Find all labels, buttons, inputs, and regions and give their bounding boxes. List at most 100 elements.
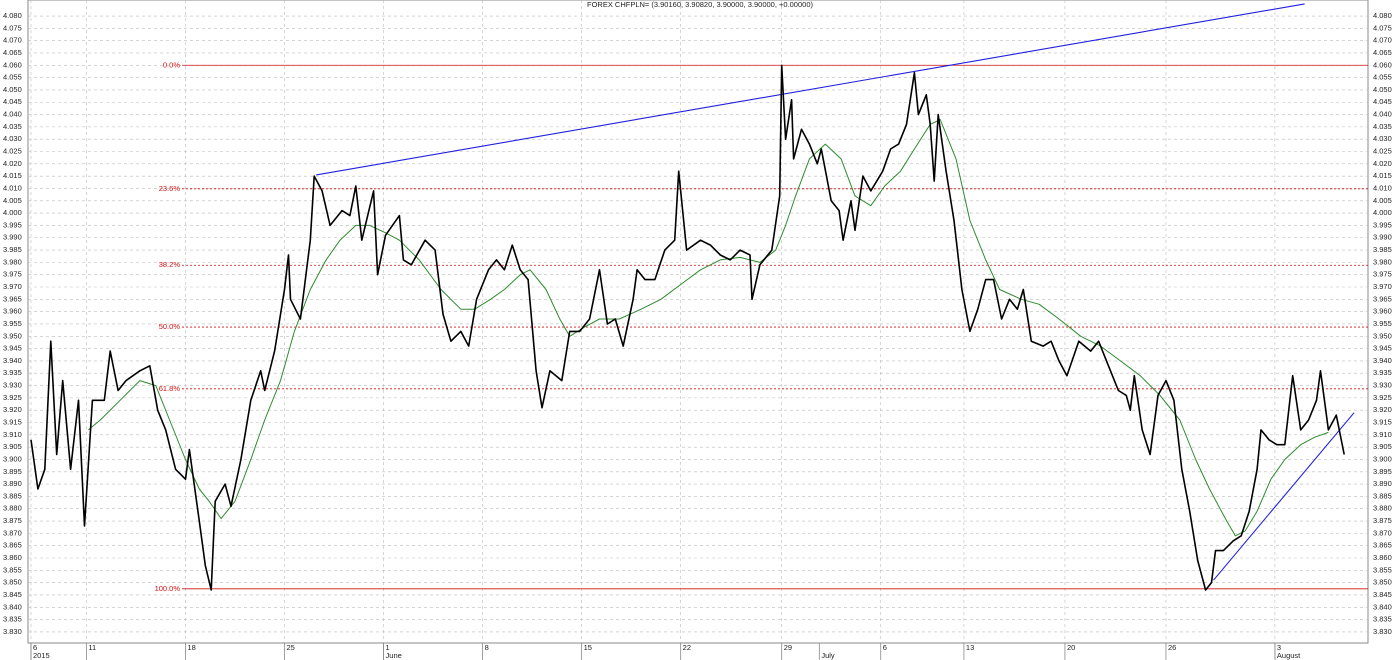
- y-tick-label-right: 3.840: [1373, 602, 1392, 611]
- y-tick-label-right: 3.905: [1373, 442, 1392, 451]
- fib-label: 61.8%: [159, 384, 181, 393]
- price-line: [30, 64, 1345, 591]
- y-tick-label-right: 4.035: [1373, 122, 1392, 131]
- y-tick-label: 4.060: [3, 60, 22, 69]
- y-tick-label-right: 3.850: [1373, 578, 1392, 587]
- y-tick-label-right: 4.080: [1373, 11, 1392, 20]
- x-period-label: June: [386, 651, 402, 660]
- y-tick-label-right: 3.930: [1373, 381, 1392, 390]
- y-tick-label: 3.840: [3, 602, 22, 611]
- y-tick-label: 3.870: [3, 528, 22, 537]
- x-tick-label: 8: [485, 643, 489, 652]
- y-tick-label-right: 3.915: [1373, 417, 1392, 426]
- x-period-label: August: [1277, 651, 1301, 660]
- y-tick-label: 3.945: [3, 344, 22, 353]
- y-tick-label: 3.960: [3, 307, 22, 316]
- chart-title: FOREX CHFPLN= (3.90160, 3.90820, 3.90000…: [587, 0, 813, 9]
- y-tick-label: 3.975: [3, 270, 22, 279]
- x-tick-label: 15: [584, 643, 592, 652]
- y-tick-label: 3.890: [3, 479, 22, 488]
- y-tick-label-right: 3.965: [1373, 294, 1392, 303]
- fib-label: 100.0%: [155, 584, 181, 593]
- y-tick-label-right: 3.985: [1373, 245, 1392, 254]
- y-tick-label: 4.050: [3, 85, 22, 94]
- y-tick-label-right: 3.920: [1373, 405, 1392, 414]
- y-tick-label: 3.920: [3, 405, 22, 414]
- y-tick-label-right: 4.025: [1373, 146, 1392, 155]
- y-tick-label-right: 3.980: [1373, 257, 1392, 266]
- y-tick-label: 3.845: [3, 590, 22, 599]
- y-tick-label: 4.080: [3, 11, 22, 20]
- y-tick-label-right: 3.845: [1373, 590, 1392, 599]
- y-tick-label: 3.915: [3, 417, 22, 426]
- y-tick-label: 4.030: [3, 134, 22, 143]
- y-tick-label: 3.910: [3, 430, 22, 439]
- y-tick-label: 4.070: [3, 36, 22, 45]
- x-tick-label: 18: [187, 643, 195, 652]
- y-tick-label-right: 3.910: [1373, 430, 1392, 439]
- x-tick-label: 26: [1168, 643, 1176, 652]
- y-tick-label: 4.010: [3, 183, 22, 192]
- fib-label: 50.0%: [159, 322, 181, 331]
- x-tick-label: 20: [1067, 643, 1075, 652]
- y-tick-label-right: 3.890: [1373, 479, 1392, 488]
- y-tick-label: 3.965: [3, 294, 22, 303]
- fib-label: 23.6%: [159, 184, 181, 193]
- x-tick-label: 6: [883, 643, 887, 652]
- y-tick-label-right: 3.990: [1373, 233, 1392, 242]
- y-tick-label-right: 4.000: [1373, 208, 1392, 217]
- y-tick-label-right: 3.945: [1373, 344, 1392, 353]
- y-tick-label-right: 3.970: [1373, 282, 1392, 291]
- y-tick-label-right: 3.860: [1373, 553, 1392, 562]
- y-tick-label: 3.865: [3, 541, 22, 550]
- y-tick-label: 3.935: [3, 368, 22, 377]
- y-tick-label-right: 4.065: [1373, 48, 1392, 57]
- trendline: [316, 3, 1305, 176]
- y-tick-label: 3.950: [3, 331, 22, 340]
- y-tick-label-right: 3.925: [1373, 393, 1392, 402]
- y-tick-label-right: 4.005: [1373, 196, 1392, 205]
- y-tick-label: 3.895: [3, 467, 22, 476]
- y-tick-label: 4.015: [3, 171, 22, 180]
- y-tick-label: 4.005: [3, 196, 22, 205]
- x-period-label: July: [821, 651, 835, 660]
- y-tick-label: 3.980: [3, 257, 22, 266]
- plot-frame: [27, 0, 1369, 644]
- y-tick-label: 4.000: [3, 208, 22, 217]
- x-tick-label: 6: [33, 643, 37, 652]
- y-tick-label-right: 4.015: [1373, 171, 1392, 180]
- y-tick-label-right: 4.045: [1373, 97, 1392, 106]
- y-tick-label: 3.995: [3, 220, 22, 229]
- y-tick-label-right: 3.960: [1373, 307, 1392, 316]
- y-tick-label-right: 3.900: [1373, 454, 1392, 463]
- y-tick-label: 4.055: [3, 73, 22, 82]
- moving-average-line: [88, 119, 1329, 537]
- y-tick-label: 3.930: [3, 381, 22, 390]
- x-period-label: 2015: [33, 651, 50, 660]
- trendline: [1213, 412, 1355, 581]
- y-tick-label-right: 3.855: [1373, 565, 1392, 574]
- y-tick-label-right: 4.075: [1373, 23, 1392, 32]
- y-tick-label: 4.020: [3, 159, 22, 168]
- y-tick-label: 3.855: [3, 565, 22, 574]
- y-tick-label: 4.035: [3, 122, 22, 131]
- y-tick-label-right: 3.940: [1373, 356, 1392, 365]
- y-tick-label-right: 4.010: [1373, 183, 1392, 192]
- y-tick-label-right: 3.955: [1373, 319, 1392, 328]
- y-tick-label: 3.985: [3, 245, 22, 254]
- fib-label: 0.0%: [163, 60, 180, 69]
- y-tick-label-right: 3.885: [1373, 491, 1392, 500]
- y-tick-label-right: 3.835: [1373, 615, 1392, 624]
- y-tick-label: 4.075: [3, 23, 22, 32]
- y-tick-label-right: 4.050: [1373, 85, 1392, 94]
- x-tick-label: 3: [1277, 643, 1281, 652]
- x-tick-label: 1: [386, 643, 390, 652]
- fib-label: 38.2%: [159, 260, 181, 269]
- y-tick-label-right: 3.995: [1373, 220, 1392, 229]
- y-tick-label-right: 3.975: [1373, 270, 1392, 279]
- y-tick-label: 3.880: [3, 504, 22, 513]
- y-tick-label: 3.940: [3, 356, 22, 365]
- y-tick-label: 3.885: [3, 491, 22, 500]
- x-tick-label: 11: [88, 643, 96, 652]
